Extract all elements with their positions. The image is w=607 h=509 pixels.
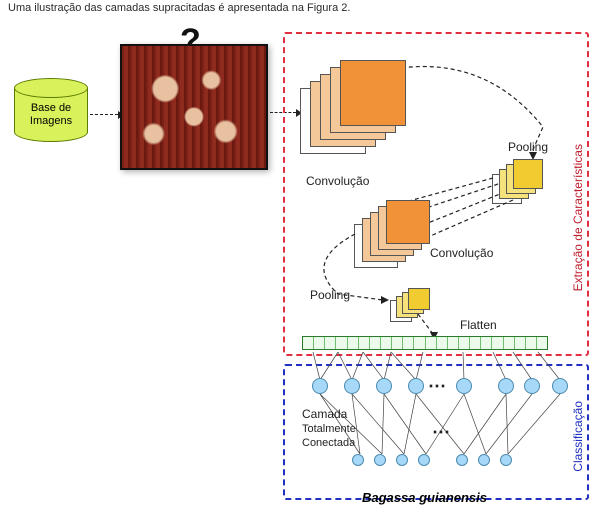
output-class-label: Bagassa guianensis [362,490,487,505]
flatten-cell [426,337,437,349]
flatten-vector [302,336,548,350]
flatten-cell [515,337,526,349]
flatten-cell [437,337,448,349]
flatten-cell [348,337,359,349]
fc-row1-dots: ⋯ [428,376,446,397]
classification-label: Classificação [571,401,585,472]
neuron [408,378,424,394]
flatten-cell [537,337,547,349]
neuron [552,378,568,394]
fc-label: Camada Totalmente Conectada [302,408,356,449]
flatten-cell [470,337,481,349]
arrow-db-to-sample [90,114,118,115]
page-caption: Uma ilustração das camadas supracitadas … [8,2,350,14]
conv2-plate [386,200,430,244]
database-cylinder: Base de Imagens [14,88,88,150]
flatten-cell [504,337,515,349]
flatten-cell [303,337,314,349]
fc-label-3: Conectada [302,437,355,449]
flatten-cell [359,337,370,349]
flatten-cell [370,337,381,349]
neuron [312,378,328,394]
flatten-cell [414,337,425,349]
conv1-label: Convolução [306,174,369,188]
db-label: Base de Imagens [14,102,88,127]
pool1-plate [513,159,543,189]
conv1-plate [340,60,406,126]
neuron [498,378,514,394]
neuron [418,454,430,466]
flatten-cell [492,337,503,349]
flatten-cell [325,337,336,349]
neuron [376,378,392,394]
flatten-cell [336,337,347,349]
flatten-cell [403,337,414,349]
neuron [478,454,490,466]
neuron [374,454,386,466]
neuron [524,378,540,394]
neuron [352,454,364,466]
db-label-line1: Base de [31,102,71,114]
flatten-cell [314,337,325,349]
sample-image [120,44,268,170]
flatten-cell [448,337,459,349]
neuron [344,378,360,394]
fc-mid-dots: ⋯ [432,422,450,443]
db-top [14,78,88,98]
flatten-cell [459,337,470,349]
neuron [396,454,408,466]
neuron [456,378,472,394]
pool2-label: Pooling [310,288,350,302]
neuron [456,454,468,466]
fc-label-1: Camada [302,407,347,421]
conv2-label: Convolução [430,246,493,260]
flatten-cell [381,337,392,349]
pool1-label: Pooling [508,140,548,154]
fc-label-2: Totalmente [302,423,356,435]
flatten-cell [392,337,403,349]
flatten-cell [481,337,492,349]
feature-extraction-label: Extração de Características [571,144,585,291]
db-label-line2: Imagens [30,115,72,127]
flatten-cell [526,337,537,349]
neuron [500,454,512,466]
pool2-plate [408,288,430,310]
flatten-label: Flatten [460,318,497,332]
